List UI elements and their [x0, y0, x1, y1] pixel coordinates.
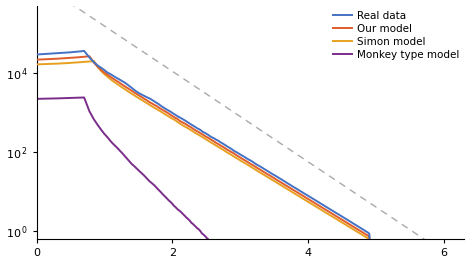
Legend: Real data, Our model, Simon model, Monkey type model: Real data, Our model, Simon model, Monke… — [329, 7, 463, 64]
